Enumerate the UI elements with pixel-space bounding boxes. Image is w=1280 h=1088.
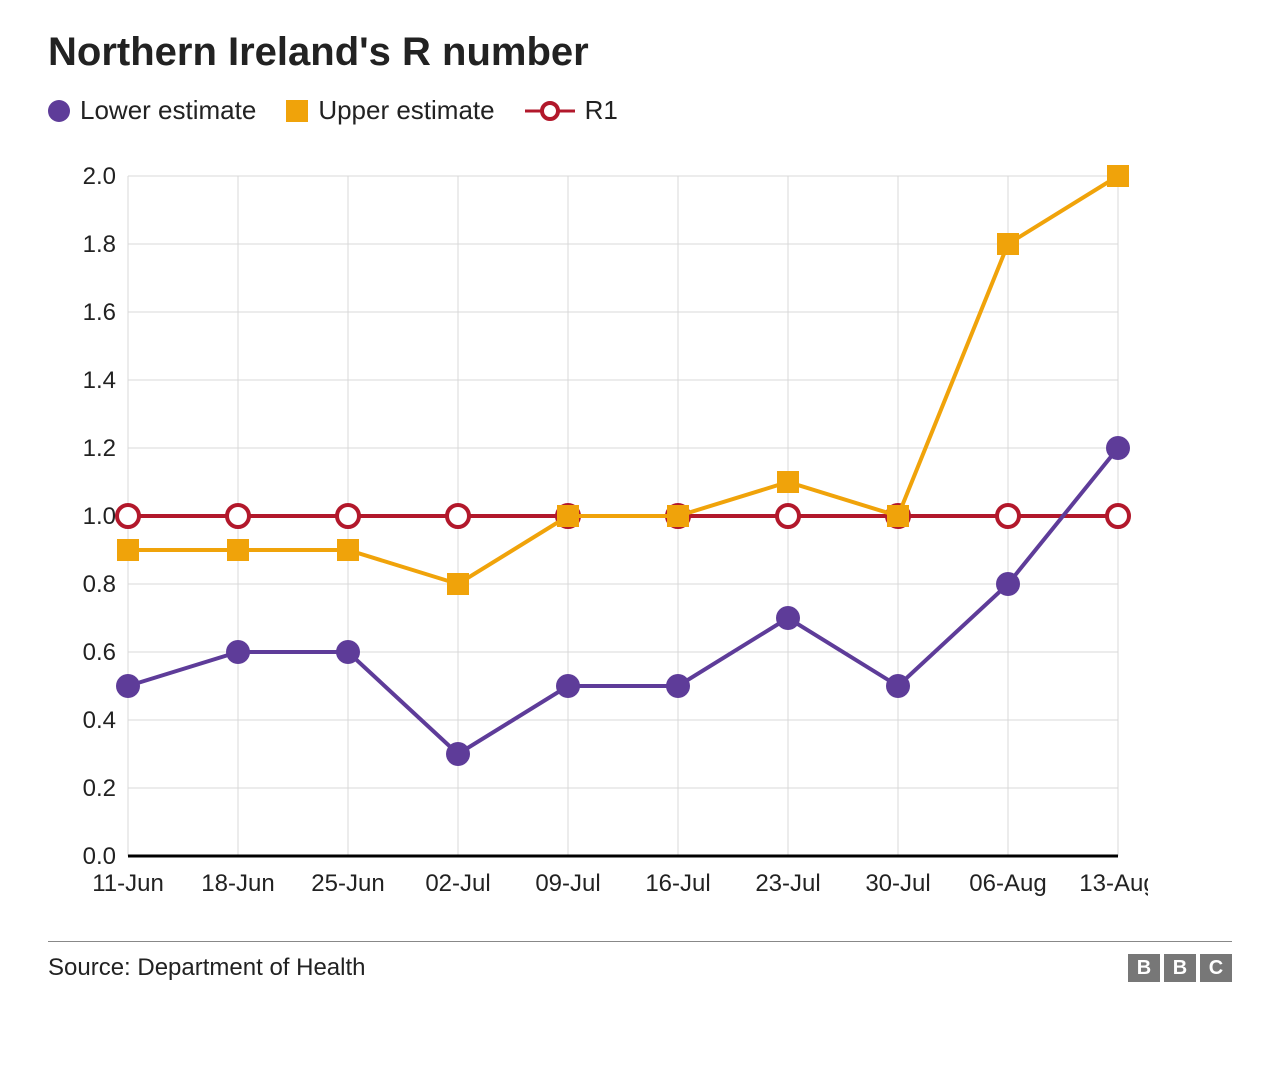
chart-container: Northern Ireland's R number Lower estima… [0, 0, 1280, 1088]
legend-marker-square-icon [286, 100, 308, 122]
y-tick-label: 1.8 [83, 231, 116, 258]
y-tick-label: 1.4 [83, 367, 116, 394]
y-tick-label: 1.0 [83, 503, 116, 530]
x-tick-label: 23-Jul [755, 870, 820, 897]
logo-letter: B [1164, 954, 1196, 982]
y-tick-label: 1.6 [83, 299, 116, 326]
legend: Lower estimate Upper estimate R1 [48, 95, 1232, 126]
chart-title: Northern Ireland's R number [48, 30, 1232, 75]
x-tick-label: 09-Jul [535, 870, 600, 897]
x-tick-label: 16-Jul [645, 870, 710, 897]
legend-marker-circle-icon [48, 100, 70, 122]
source-text: Source: Department of Health [48, 954, 366, 982]
x-tick-label: 25-Jun [311, 870, 384, 897]
y-tick-label: 0.4 [83, 707, 116, 734]
x-tick-label: 18-Jun [201, 870, 274, 897]
x-tick-label: 06-Aug [969, 870, 1046, 897]
legend-item: Upper estimate [286, 95, 494, 126]
x-tick-label: 11-Jun [92, 870, 164, 897]
logo-letter: B [1128, 954, 1160, 982]
legend-item: R1 [525, 95, 618, 126]
x-tick-label: 30-Jul [865, 870, 930, 897]
footer: Source: Department of Health BBC [48, 941, 1232, 982]
legend-item: Lower estimate [48, 95, 256, 126]
logo-letter: C [1200, 954, 1232, 982]
legend-marker-hollow-icon [525, 100, 575, 122]
y-tick-label: 2.0 [83, 163, 116, 190]
x-tick-label: 13-Aug [1079, 870, 1148, 897]
y-tick-label: 1.2 [83, 435, 116, 462]
x-tick-label: 02-Jul [425, 870, 490, 897]
bbc-logo: BBC [1128, 954, 1232, 982]
legend-label: R1 [585, 95, 618, 126]
legend-label: Lower estimate [80, 95, 256, 126]
y-tick-label: 0.8 [83, 571, 116, 598]
y-tick-label: 0.2 [83, 775, 116, 802]
legend-label: Upper estimate [318, 95, 494, 126]
line-chart-svg: 0.0 0.2 0.4 0.6 0.8 1.0 1.2 1.4 1.6 1.8 2.0 11-Jun 1… [48, 156, 1148, 916]
y-tick-label: 0.6 [83, 639, 116, 666]
y-tick-label: 0.0 [83, 843, 116, 870]
chart-area: 0.0 0.2 0.4 0.6 0.8 1.0 1.2 1.4 1.6 1.8 2.0 11-Jun 1… [48, 156, 1232, 921]
